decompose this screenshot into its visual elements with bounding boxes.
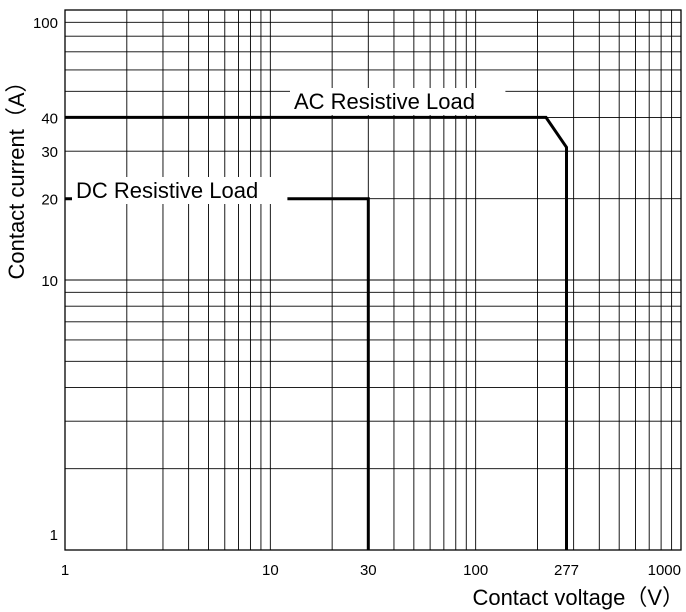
x-tick-labels: 1 10 30 100 277 1000 [61, 562, 681, 579]
x-tick-label: 277 [554, 562, 579, 579]
y-tick-label: 100 [33, 15, 58, 32]
x-tick-label: 1000 [648, 562, 681, 579]
series-line-0 [65, 115, 568, 550]
x-tick-label: 30 [360, 562, 377, 579]
x-tick-label: 1 [61, 562, 69, 579]
series-line-1 [65, 197, 370, 550]
plot-frame [64, 9, 682, 551]
y-tick-label: 20 [41, 192, 58, 209]
y-tick-label: 30 [41, 144, 58, 161]
series-label: DC Resistive Load [76, 178, 258, 203]
y-tick-label: 10 [41, 273, 58, 290]
y-tick-labels: 1 10 20 30 40 100 [33, 15, 58, 544]
series-group: AC Resistive Load DC Resistive Load [65, 88, 568, 550]
y-tick-label: 1 [50, 527, 58, 544]
series-label: AC Resistive Load [294, 89, 475, 114]
y-axis-label: Contact current（A） [4, 70, 29, 279]
x-tick-label: 100 [463, 562, 488, 579]
series-label-bg [72, 177, 288, 204]
x-tick-label: 10 [262, 562, 279, 579]
series-label-bg [290, 88, 506, 115]
y-tick-label: 40 [41, 110, 58, 127]
x-axis-label: Contact voltage（V） [472, 585, 684, 610]
